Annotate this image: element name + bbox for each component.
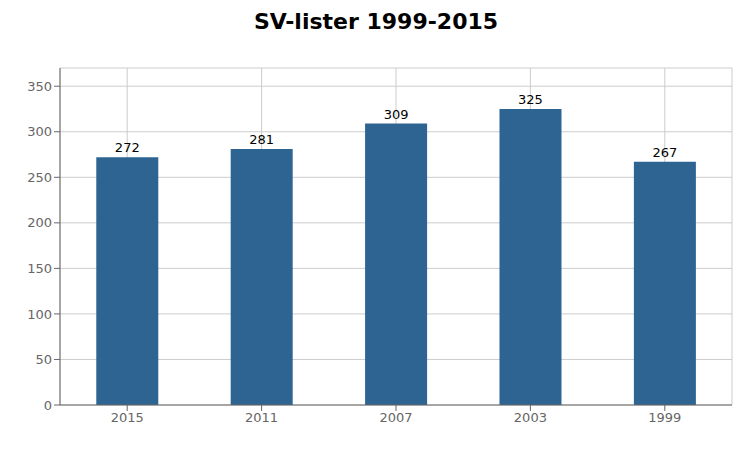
svg-text:50: 50 xyxy=(35,352,52,367)
svg-text:1999: 1999 xyxy=(648,410,681,425)
svg-text:2015: 2015 xyxy=(111,410,144,425)
svg-text:309: 309 xyxy=(384,107,409,122)
svg-text:250: 250 xyxy=(27,170,52,185)
svg-text:300: 300 xyxy=(27,124,52,139)
html-text:SV-lister 1999-2015: SV-lister 1999-2015 xyxy=(253,9,499,34)
svg-text:281: 281 xyxy=(249,132,274,147)
svg-text:150: 150 xyxy=(27,261,52,276)
svg-text:325: 325 xyxy=(518,92,543,107)
svg-text:2011: 2011 xyxy=(245,410,278,425)
svg-text:272: 272 xyxy=(115,140,140,155)
svg-text:2003: 2003 xyxy=(514,410,547,425)
svg-text:267: 267 xyxy=(652,145,677,160)
svg-text:0: 0 xyxy=(44,398,52,413)
svg-text:100: 100 xyxy=(27,307,52,322)
svg-text:350: 350 xyxy=(27,79,52,94)
svg-text:2007: 2007 xyxy=(379,410,412,425)
svg-text:200: 200 xyxy=(27,215,52,230)
